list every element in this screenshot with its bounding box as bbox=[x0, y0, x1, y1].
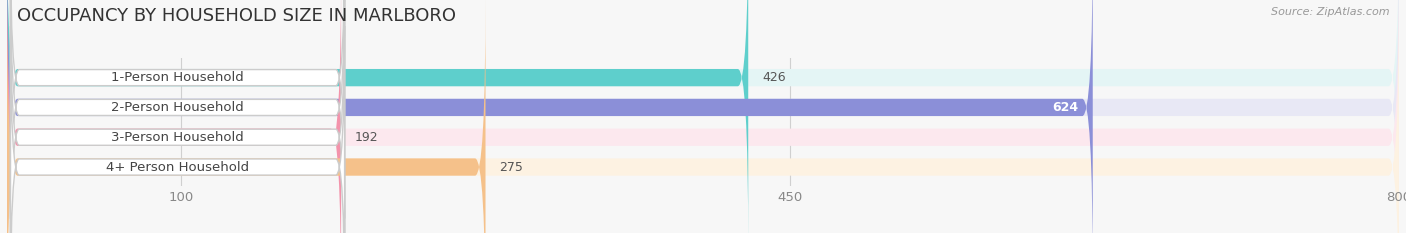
FancyBboxPatch shape bbox=[7, 0, 1399, 233]
Text: 4+ Person Household: 4+ Person Household bbox=[105, 161, 249, 174]
Text: 1-Person Household: 1-Person Household bbox=[111, 71, 243, 84]
FancyBboxPatch shape bbox=[7, 0, 1399, 233]
FancyBboxPatch shape bbox=[10, 0, 344, 233]
FancyBboxPatch shape bbox=[7, 0, 342, 233]
FancyBboxPatch shape bbox=[10, 26, 344, 233]
FancyBboxPatch shape bbox=[10, 0, 344, 233]
Text: Source: ZipAtlas.com: Source: ZipAtlas.com bbox=[1271, 7, 1389, 17]
Text: 624: 624 bbox=[1053, 101, 1078, 114]
FancyBboxPatch shape bbox=[7, 0, 1399, 233]
FancyBboxPatch shape bbox=[7, 0, 1092, 233]
Text: 3-Person Household: 3-Person Household bbox=[111, 131, 243, 144]
Text: 426: 426 bbox=[762, 71, 786, 84]
FancyBboxPatch shape bbox=[7, 0, 1399, 233]
Text: 192: 192 bbox=[354, 131, 378, 144]
FancyBboxPatch shape bbox=[7, 0, 485, 233]
FancyBboxPatch shape bbox=[10, 0, 344, 219]
Text: 275: 275 bbox=[499, 161, 523, 174]
Text: 2-Person Household: 2-Person Household bbox=[111, 101, 243, 114]
FancyBboxPatch shape bbox=[7, 0, 748, 233]
Text: OCCUPANCY BY HOUSEHOLD SIZE IN MARLBORO: OCCUPANCY BY HOUSEHOLD SIZE IN MARLBORO bbox=[17, 7, 456, 25]
